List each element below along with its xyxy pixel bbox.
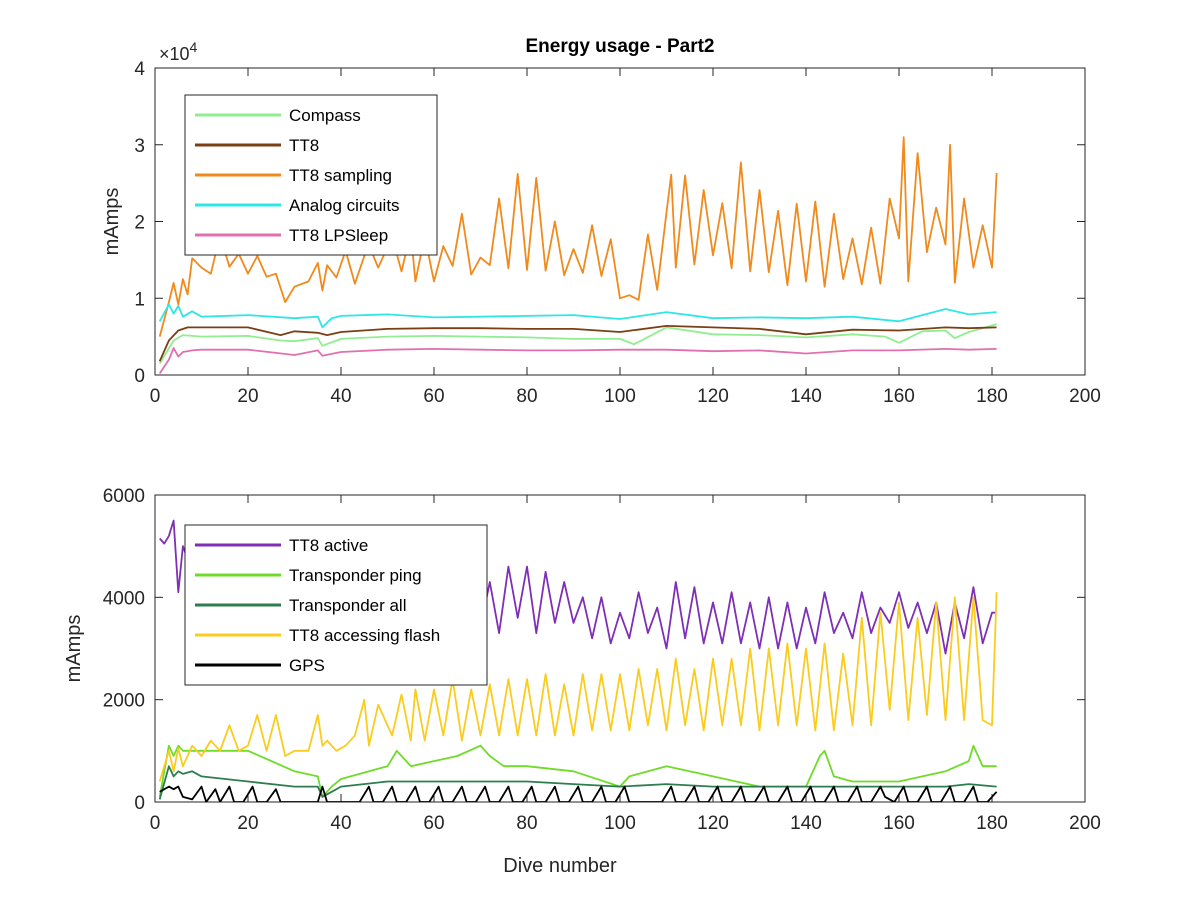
legend-label-gps: GPS — [289, 656, 325, 675]
x-tick-label: 0 — [150, 386, 161, 407]
x-tick-label: 140 — [790, 386, 822, 407]
x-tick-label: 0 — [150, 813, 161, 834]
y-tick-label: 4 — [134, 59, 145, 80]
legend-label-tt8-lpsleep: TT8 LPSleep — [289, 226, 388, 245]
y-tick-label: 2000 — [103, 691, 145, 712]
y-axis-title: mAmps — [101, 188, 123, 256]
legend-label-transponder-all: Transponder all — [289, 596, 407, 615]
legend-label-tt8-active: TT8 active — [289, 536, 368, 555]
x-tick-label: 40 — [330, 813, 351, 834]
y-tick-label: 4000 — [103, 588, 145, 609]
x-tick-label: 200 — [1069, 813, 1101, 834]
x-tick-label: 180 — [976, 386, 1008, 407]
legend-label-analog-circuits: Analog circuits — [289, 196, 400, 215]
legend: Compass TT8 TT8 sampling Analog circuits TT8… — [184, 94, 438, 256]
x-tick-label: 200 — [1069, 386, 1101, 407]
series-line-tt8-lpsleep — [158, 347, 997, 374]
legend-label-tt8: TT8 — [289, 136, 319, 155]
legend-label-compass: Compass — [289, 106, 361, 125]
y-tick-label: 3 — [134, 136, 145, 157]
series-line-tt8-sampling — [158, 136, 998, 337]
y-tick-label: 0 — [134, 366, 145, 387]
x-tick-label: 120 — [697, 813, 729, 834]
legend: TT8 active Transponder ping Transponder al… — [184, 524, 488, 686]
x-tick-label: 40 — [330, 386, 351, 407]
x-tick-label: 20 — [237, 813, 258, 834]
series-line-analog-circuits — [158, 303, 997, 329]
top-axes: 0 20 40 60 80 100 120 140 160 180 20001234×104mAmp… — [101, 39, 1101, 407]
x-tick-label: 180 — [976, 813, 1008, 834]
series-line-compass — [158, 323, 997, 364]
y-tick-label: 1 — [134, 289, 145, 310]
x-tick-label: 160 — [883, 813, 915, 834]
y-axis-title: mAmps — [63, 615, 85, 683]
series-line-tt8-accessing-flash — [158, 592, 998, 782]
x-tick-label: 80 — [516, 813, 537, 834]
y-tick-label: 2 — [134, 213, 145, 234]
x-tick-label: 80 — [516, 386, 537, 407]
legend-label-tt8-sampling: TT8 sampling — [289, 166, 392, 185]
y-tick-label: 0 — [134, 793, 145, 814]
y-exponent-label: ×104 — [159, 39, 198, 64]
x-tick-label: 160 — [883, 386, 915, 407]
x-tick-label: 140 — [790, 813, 822, 834]
series-line-tt8 — [158, 324, 997, 362]
series-line-transponder-all — [158, 765, 997, 800]
series-line-transponder-ping — [158, 744, 997, 798]
y-tick-label: 6000 — [103, 486, 145, 507]
x-axis-title: Dive number — [503, 855, 617, 877]
x-tick-label: 20 — [237, 386, 258, 407]
x-tick-label: 120 — [697, 386, 729, 407]
x-tick-label: 100 — [604, 813, 636, 834]
legend-label-transponder-ping: Transponder ping — [289, 566, 422, 585]
x-tick-label: 60 — [423, 386, 444, 407]
x-tick-label: 60 — [423, 813, 444, 834]
legend-label-tt8-accessing-flash: TT8 accessing flash — [289, 626, 440, 645]
bottom-axes: 0 20 40 60 80 100 120 140 160 180 2000200040006000… — [63, 486, 1101, 877]
x-tick-label: 100 — [604, 386, 636, 407]
figure-title: Energy usage - Part2 — [525, 36, 714, 57]
y-exponent-power: 4 — [190, 39, 198, 55]
series-group — [158, 136, 998, 374]
series-line-gps — [159, 785, 998, 802]
